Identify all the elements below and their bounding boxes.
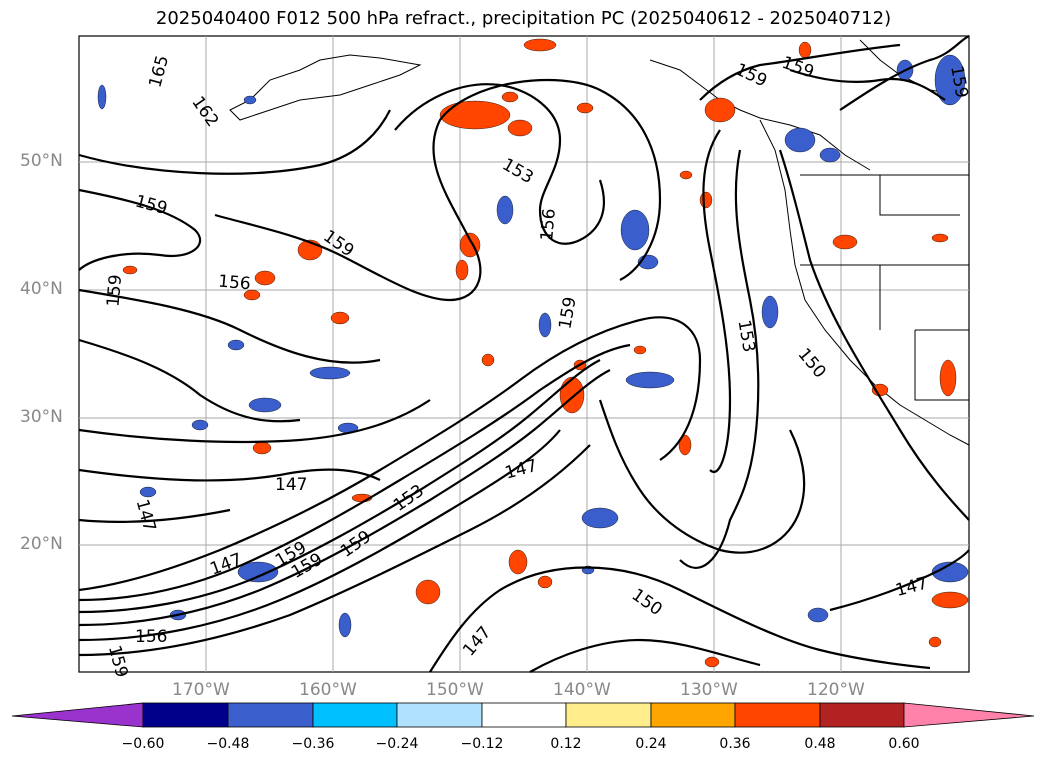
lon-label: 140°W	[553, 680, 611, 700]
colorbar-tick: −0.24	[375, 736, 419, 752]
lon-label: 150°W	[426, 680, 484, 700]
contour-label: 147	[275, 475, 307, 495]
colorbar-segment	[481, 702, 567, 728]
colorbar-tick: −0.60	[121, 736, 165, 752]
lat-label: 40°N	[20, 279, 63, 299]
lat-label: 30°N	[20, 407, 63, 427]
contour-lines	[78, 34, 970, 673]
lon-label: 130°W	[680, 680, 738, 700]
lat-label: 20°N	[20, 534, 63, 554]
colorbar-tick: 0.24	[635, 736, 667, 752]
colorbar-tick: 0.12	[550, 736, 582, 752]
colorbar-segment	[734, 702, 821, 728]
colorbar-segment	[142, 702, 229, 728]
contour-label: 156	[217, 272, 251, 295]
lon-label: 160°W	[299, 680, 357, 700]
colorbar-tick: −0.36	[291, 736, 335, 752]
map-title: 2025040400 F012 500 hPa refract., precip…	[155, 8, 892, 29]
colorbar-extend-left	[11, 702, 144, 728]
colorbar-extend-right	[903, 702, 1035, 728]
contour-label: 156	[135, 627, 167, 647]
colorbar-segment	[819, 702, 905, 728]
contour-label: 156	[537, 208, 560, 242]
contour-label: 159	[103, 274, 126, 308]
colorbar	[11, 702, 1035, 728]
lon-label: 120°W	[807, 680, 865, 700]
colorbar-segment	[227, 702, 314, 728]
colorbar-tick: 0.36	[719, 736, 751, 752]
colorbar-tick: −0.48	[206, 736, 250, 752]
colorbar-tick: −0.12	[460, 736, 504, 752]
colorbar-segment	[565, 702, 652, 728]
colorbar-segment	[312, 702, 398, 728]
lat-label: 50°N	[20, 151, 63, 171]
colorbar-tick: 0.48	[804, 736, 836, 752]
colorbar-segment	[650, 702, 736, 728]
lon-label: 170°W	[172, 680, 230, 700]
colorbar-segment	[396, 702, 483, 728]
precipitation-areas	[97, 38, 969, 668]
colorbar-tick: 0.60	[888, 736, 920, 752]
